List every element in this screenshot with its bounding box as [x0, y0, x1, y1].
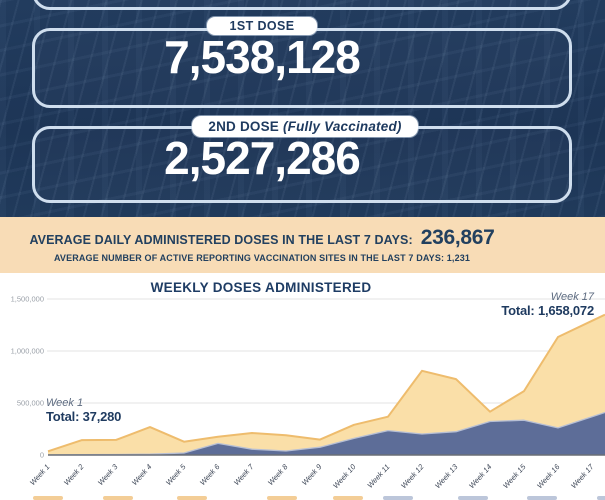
outline-doses-orange-area — [47, 313, 605, 453]
legend-peek-dash — [103, 496, 133, 500]
second-dose-badge-sublabel: (Fully Vaccinated) — [282, 119, 402, 134]
x-tick-label: Week 10 — [331, 462, 358, 491]
legend-peek-dash — [383, 496, 413, 500]
legend-peek-dash — [177, 496, 207, 500]
chart-title: WEEKLY DOSES ADMINISTERED — [150, 280, 372, 295]
legend-peek-dash — [458, 496, 488, 500]
x-tick-label: Week 11 — [365, 462, 391, 490]
legend-peek-dash — [597, 496, 605, 500]
second-dose-count: 2,527,286 — [164, 132, 361, 184]
legend-peek-dash — [267, 496, 297, 500]
x-tick-label: Week 9 — [300, 462, 324, 487]
stats-band: AVERAGE DAILY ADMINISTERED DOSES IN THE … — [0, 217, 605, 273]
cropped-top-box — [32, 0, 572, 10]
area-doses-blue-area — [48, 412, 605, 455]
first-dose-badge-label: 1ST DOSE — [207, 17, 317, 35]
x-tick-label: Week 7 — [232, 462, 256, 487]
reporting-sites-line: AVERAGE NUMBER OF ACTIVE REPORTING VACCI… — [53, 253, 471, 263]
daily-average-line: AVERAGE DAILY ADMINISTERED DOSES IN THE … — [0, 226, 524, 250]
outline-doses-blue-area — [47, 411, 605, 456]
x-tick-label: Week 13 — [433, 462, 460, 491]
second-dose-badge: 2ND DOSE (Fully Vaccinated) — [173, 116, 437, 137]
y-tick-label: 1,000,000 — [11, 347, 44, 356]
daily-average-value: 236,867 — [420, 226, 495, 249]
first-dose-count: 7,538,128 — [164, 31, 361, 83]
x-tick-label: Week 8 — [266, 462, 290, 487]
x-tick-label: Week 15 — [501, 462, 528, 491]
y-tick-label: 500,000 — [17, 399, 44, 408]
week17-annotation-total: Total: 1,658,072 — [501, 303, 594, 318]
legend-peek-dash — [33, 496, 63, 500]
x-tick-label: Week 1 — [28, 462, 52, 487]
x-tick-label: Week 17 — [569, 462, 596, 491]
legend-peek-dash — [333, 496, 363, 500]
first-dose-badge: 1ST DOSE — [0, 17, 524, 35]
weekly-doses-chart: 0 500,000 1,000,000 1,500,000 Week 1 Week 2 We… — [0, 273, 605, 500]
legend-peek-dash — [527, 496, 557, 500]
hero-section: 1ST DOSE 7,538,128 2ND DOSE (Fully Vacci… — [0, 0, 605, 217]
area-chart-canvas: 0 500,000 1,000,000 1,500,000 Week 1 Week 2 We… — [11, 295, 605, 491]
area-doses-orange-area — [48, 314, 605, 455]
week17-annotation: Week 17 Total: 1,658,072 — [501, 290, 594, 318]
daily-average-label: AVERAGE DAILY ADMINISTERED DOSES IN THE … — [29, 233, 413, 247]
week17-annotation-label: Week 17 — [550, 291, 594, 303]
x-tick-label: Week 16 — [535, 462, 562, 491]
cropped-legend-peek — [0, 495, 605, 500]
x-tick-label: Week 2 — [62, 462, 86, 487]
week1-annotation-label: Week 1 — [46, 397, 84, 409]
week1-annotation-total: Total: 37,280 — [46, 409, 122, 424]
x-tick-label: Week 5 — [164, 462, 188, 487]
x-tick-label: Week 4 — [130, 462, 154, 487]
y-tick-label: 1,500,000 — [11, 295, 44, 304]
x-tick-label: Week 6 — [198, 462, 222, 487]
y-tick-label: 0 — [40, 451, 44, 460]
second-dose-badge-label: 2ND DOSE — [208, 119, 280, 134]
x-tick-label: Week 14 — [467, 462, 493, 490]
x-tick-label: Week 3 — [96, 462, 120, 487]
x-tick-label: Week 12 — [399, 462, 426, 491]
week1-annotation: Week 1 Total: 37,280 — [46, 396, 121, 424]
